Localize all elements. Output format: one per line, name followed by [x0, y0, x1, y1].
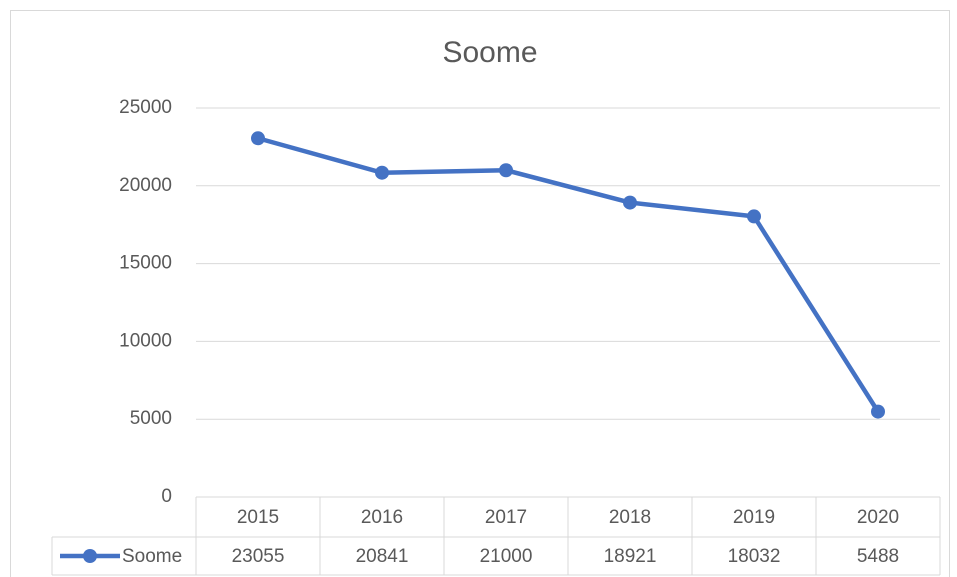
y-tick-label: 5000 [130, 408, 172, 429]
y-tick-label: 20000 [119, 175, 172, 196]
table-value: 18921 [604, 546, 657, 567]
x-tick-label: 2015 [237, 507, 279, 528]
chart-area [10, 10, 950, 577]
x-tick-label: 2017 [485, 507, 527, 528]
y-tick-label: 25000 [119, 97, 172, 118]
table-value: 5488 [857, 546, 899, 567]
marker [871, 404, 885, 419]
y-tick-label: 15000 [119, 253, 172, 274]
x-tick-label: 2019 [733, 507, 775, 528]
series-line [257, 136, 880, 413]
marker [623, 195, 637, 210]
table-value: 23055 [232, 546, 285, 567]
table-value: 20841 [356, 546, 409, 567]
marker [375, 165, 389, 180]
x-tick-label: 2018 [609, 507, 651, 528]
marker [747, 209, 761, 224]
chart-title: Soome [442, 36, 537, 69]
x-tick-label: 2020 [857, 507, 899, 528]
y-tick-label: 0 [161, 486, 172, 507]
table-value: 21000 [480, 546, 533, 567]
marker [499, 163, 513, 178]
legend-label: Soome [122, 546, 182, 567]
marker [251, 131, 265, 146]
x-tick-label: 2016 [361, 507, 403, 528]
y-tick-label: 10000 [119, 330, 172, 351]
table-value: 18032 [728, 546, 781, 567]
legend-marker [83, 549, 97, 563]
